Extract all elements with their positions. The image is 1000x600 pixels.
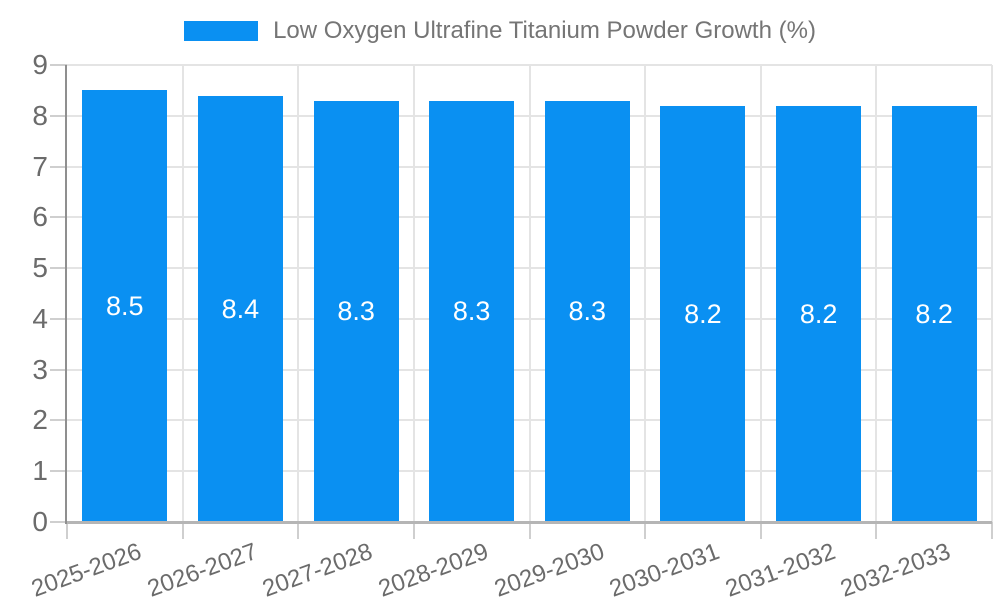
x-tick — [528, 522, 531, 539]
bar — [82, 90, 168, 522]
bar-value-label: 8.2 — [915, 298, 953, 329]
legend-label: Low Oxygen Ultrafine Titanium Powder Gro… — [273, 17, 816, 44]
bar — [776, 105, 862, 522]
bar — [891, 105, 977, 522]
bar-value-label: 8.2 — [684, 298, 722, 329]
bar — [660, 105, 746, 522]
y-axis-line — [65, 65, 67, 524]
bar-value-label: 8.5 — [106, 291, 144, 322]
y-axis-label: 8 — [32, 99, 48, 131]
x-axis-label: 2026-2027 — [143, 538, 261, 600]
x-axis-label: 2030-2031 — [606, 538, 724, 600]
x-axis-label: 2032-2033 — [837, 538, 955, 600]
bar — [429, 100, 515, 522]
y-axis-label: 0 — [32, 506, 48, 537]
x-tick — [644, 522, 647, 539]
x-tick — [297, 522, 300, 539]
bar — [544, 100, 630, 522]
y-axis-label: 5 — [32, 252, 48, 284]
y-tick — [50, 267, 67, 270]
bar-value-label: 8.3 — [452, 296, 491, 327]
v-gridline — [991, 65, 993, 522]
x-tick — [759, 522, 762, 539]
legend-swatch — [184, 21, 259, 41]
x-tick — [66, 522, 68, 539]
bar-value-label: 8.3 — [337, 296, 375, 327]
x-axis-label: 2025-2026 — [27, 538, 146, 600]
x-tick — [875, 522, 878, 539]
v-gridline — [412, 65, 415, 522]
y-axis-label: 2 — [32, 404, 48, 436]
legend-item[interactable]: Low Oxygen Ultrafine Titanium Powder Gro… — [0, 17, 1000, 45]
y-tick — [50, 470, 67, 473]
y-tick — [50, 114, 67, 117]
bar-value-label: 8.3 — [568, 296, 607, 327]
y-tick — [50, 216, 67, 219]
y-tick — [50, 521, 67, 523]
x-axis-label: 2029-2030 — [490, 538, 608, 600]
x-axis-label: 2028-2029 — [374, 538, 492, 600]
x-axis-label: 2027-2028 — [259, 538, 377, 600]
x-tick — [412, 522, 415, 539]
v-gridline — [528, 65, 531, 522]
x-tick — [991, 522, 993, 539]
y-tick — [50, 317, 67, 320]
y-axis-label: 9 — [32, 49, 48, 80]
v-gridline — [181, 65, 184, 522]
bar-value-label: 8.4 — [221, 293, 260, 324]
bar — [313, 100, 399, 522]
y-axis-label: 3 — [32, 353, 48, 385]
y-axis-label: 7 — [32, 150, 48, 182]
bar — [197, 95, 283, 522]
v-gridline — [759, 65, 762, 522]
v-gridline — [875, 65, 878, 522]
x-axis-line — [67, 521, 992, 524]
bar-value-label: 8.2 — [799, 298, 838, 329]
y-tick — [50, 419, 67, 422]
v-gridline — [644, 65, 647, 522]
x-tick — [181, 522, 184, 539]
y-axis-label: 4 — [32, 302, 48, 334]
v-gridline — [297, 65, 300, 522]
y-tick — [50, 64, 67, 66]
y-tick — [50, 368, 67, 371]
y-tick — [50, 165, 67, 168]
x-axis-label: 2031-2032 — [721, 538, 839, 600]
y-axis-label: 1 — [32, 455, 48, 487]
y-axis-label: 6 — [32, 201, 48, 233]
